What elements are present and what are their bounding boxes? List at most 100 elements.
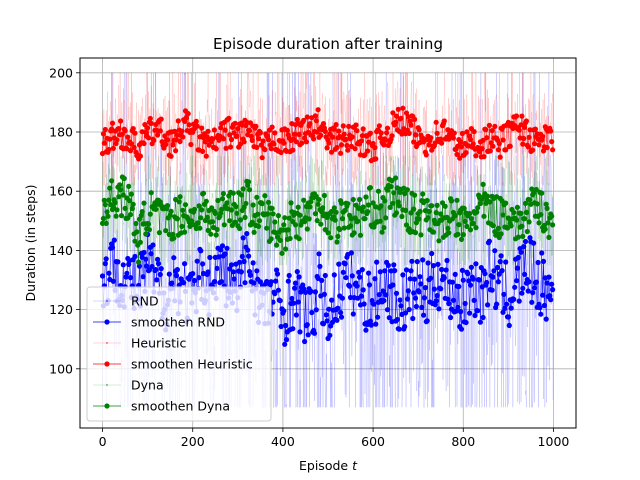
smoothen-rnd-point — [541, 302, 548, 309]
smoothen-heuristic-point — [480, 137, 486, 143]
smoothen-dyna-point — [357, 196, 363, 203]
smoothen-heuristic-point — [194, 123, 200, 129]
smoothen-rnd-point — [339, 295, 345, 301]
smoothen-rnd-point — [495, 279, 501, 285]
smoothen-dyna-point — [199, 207, 205, 213]
legend-label: smoothen RND — [131, 315, 225, 330]
smoothen-dyna-point — [230, 190, 236, 196]
smoothen-heuristic-point — [293, 139, 299, 145]
smoothen-rnd-point — [214, 265, 220, 271]
smoothen-rnd-point — [403, 310, 409, 316]
smoothen-rnd-point — [174, 267, 180, 273]
smoothen-heuristic-point — [540, 133, 546, 140]
smoothen-dyna-point — [198, 215, 204, 221]
smoothen-dyna-point — [470, 220, 476, 226]
smoothen-dyna-point — [379, 229, 385, 235]
smoothen-rnd-point — [412, 276, 418, 282]
smoothen-dyna-point — [182, 229, 188, 235]
smoothen-dyna-point — [228, 207, 235, 213]
smoothen-rnd-point — [115, 259, 121, 265]
y-axis-label: Duration (in steps) — [23, 185, 38, 302]
smoothen-dyna-point — [477, 200, 483, 207]
smoothen-heuristic-point — [183, 115, 189, 121]
smoothen-dyna-point — [120, 192, 126, 198]
smoothen-heuristic-point — [268, 146, 274, 152]
smoothen-rnd-point — [448, 314, 454, 321]
smoothen-dyna-point — [503, 200, 509, 206]
smoothen-rnd-point — [511, 296, 517, 302]
smoothen-rnd-point — [525, 288, 531, 294]
smoothen-dyna-point — [122, 205, 128, 211]
smoothen-dyna-point — [264, 225, 270, 231]
smoothen-rnd-point — [268, 279, 274, 285]
smoothen-heuristic-point — [301, 117, 307, 123]
smoothen-dyna-point — [338, 200, 345, 206]
smoothen-rnd-point — [143, 256, 149, 262]
smoothen-heuristic-point — [257, 130, 263, 136]
smoothen-dyna-point — [320, 205, 326, 211]
smoothen-heuristic-point — [271, 141, 277, 147]
smoothen-rnd-point — [537, 305, 543, 311]
smoothen-heuristic-point — [226, 115, 232, 121]
smoothen-rnd-point — [548, 297, 554, 303]
smoothen-heuristic-point — [223, 145, 229, 151]
smoothen-heuristic-point — [433, 119, 439, 125]
smoothen-rnd-point — [326, 306, 332, 312]
smoothen-heuristic-point — [127, 148, 134, 154]
smoothen-heuristic-point — [348, 143, 354, 149]
smoothen-dyna-point — [363, 194, 369, 200]
smoothen-heuristic-point — [272, 130, 278, 136]
smoothen-rnd-point — [149, 263, 155, 270]
legend-label: Dyna — [131, 378, 164, 393]
smoothen-dyna-point — [360, 204, 366, 210]
smoothen-rnd-point — [398, 303, 404, 309]
smoothen-heuristic-point — [516, 127, 522, 133]
smoothen-rnd-point — [404, 296, 410, 302]
smoothen-heuristic-point — [487, 148, 493, 154]
smoothen-dyna-point — [114, 207, 120, 213]
smoothen-rnd-point — [436, 306, 442, 312]
smoothen-rnd-point — [444, 257, 450, 264]
smoothen-rnd-point — [238, 269, 244, 275]
smoothen-rnd-point — [546, 274, 552, 280]
smoothen-heuristic-point — [125, 134, 131, 140]
x-tick-label: 0 — [99, 434, 107, 449]
smoothen-rnd-point — [527, 235, 533, 241]
smoothen-rnd-point — [449, 279, 456, 285]
smoothen-dyna-point — [508, 223, 514, 229]
smoothen-dyna-point — [418, 232, 424, 238]
smoothen-rnd-point — [127, 275, 134, 281]
smoothen-rnd-point — [144, 263, 150, 269]
smoothen-rnd-point — [218, 247, 224, 253]
smoothen-dyna-point — [145, 221, 152, 227]
smoothen-dyna-point — [191, 206, 198, 212]
smoothen-heuristic-point — [373, 156, 379, 162]
smoothen-heuristic-point — [503, 147, 509, 153]
smoothen-rnd-point — [468, 264, 474, 270]
smoothen-rnd-point — [285, 278, 291, 284]
smoothen-dyna-point — [314, 218, 320, 224]
smoothen-rnd-point — [291, 300, 297, 306]
legend-entry-smoothen-rnd: smoothen RND — [93, 315, 225, 330]
smoothen-rnd-point — [409, 258, 415, 264]
smoothen-rnd-point — [374, 259, 380, 265]
smoothen-rnd-point — [270, 299, 276, 305]
smoothen-dyna-point — [388, 184, 394, 190]
smoothen-heuristic-point — [254, 144, 260, 150]
x-axis-label-variable: t — [352, 458, 358, 473]
smoothen-heuristic-point — [186, 122, 192, 128]
smoothen-dyna-point — [490, 223, 496, 229]
smoothen-rnd-point — [246, 253, 252, 259]
smoothen-dyna-point — [109, 178, 115, 184]
smoothen-rnd-point — [547, 293, 553, 299]
smoothen-rnd-point — [544, 280, 550, 286]
smoothen-dyna-point — [262, 193, 268, 199]
smoothen-dyna-point — [306, 216, 312, 222]
smoothen-rnd-point — [148, 251, 154, 257]
smoothen-rnd-point — [132, 253, 138, 260]
smoothen-heuristic-point — [526, 134, 532, 140]
smoothen-rnd-point — [335, 305, 341, 311]
smoothen-dyna-point — [339, 216, 345, 222]
smoothen-heuristic-point — [102, 126, 108, 133]
legend-entry-heuristic: Heuristic — [93, 336, 187, 351]
